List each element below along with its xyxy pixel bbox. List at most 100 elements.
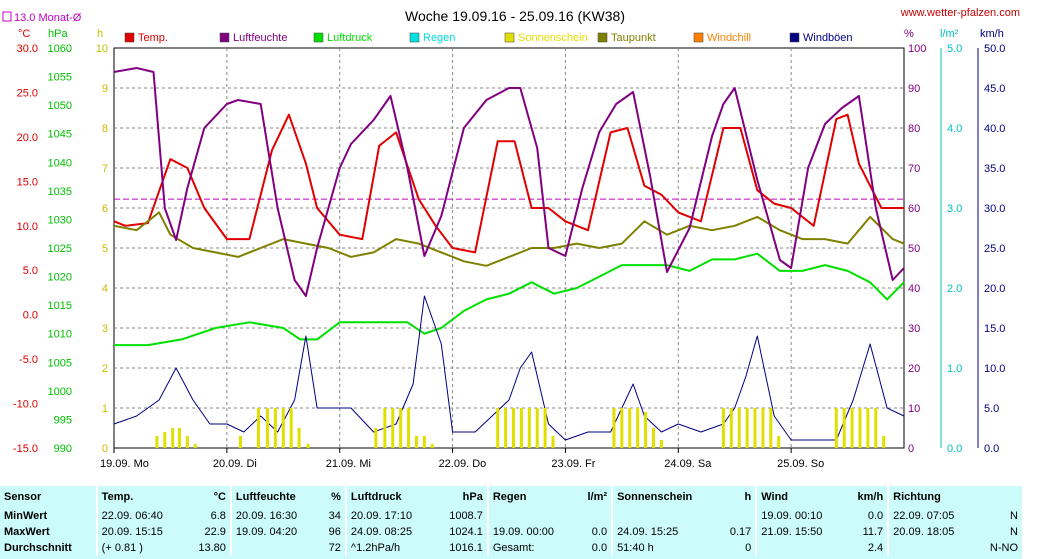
monthly-avg-icon	[2, 11, 12, 22]
stats-cell: Temp.	[95, 486, 185, 508]
stats-cell: 0.17	[729, 526, 752, 538]
x-tick-label: 23.09. Fr	[551, 458, 595, 470]
tick-label-sun_hours: 0	[102, 443, 108, 455]
legend-label: Luftdruck	[327, 32, 373, 44]
tick-label-pressure: 1020	[48, 272, 72, 284]
sunshine-bar	[659, 440, 663, 448]
tick-label-sun_hours: 3	[102, 323, 108, 335]
stats-cell: hPa	[462, 491, 483, 503]
tick-label-humidity: 30	[908, 323, 920, 335]
sunshine-bar	[737, 408, 741, 448]
legend-label: Regen	[423, 32, 455, 44]
weather-week-chart: Woche 19.09.16 - 25.09.16 (KW38) www.wet…	[2, 7, 1020, 470]
tick-label-pressure: 1000	[48, 386, 72, 398]
tick-label-pressure: 1040	[48, 157, 72, 169]
stats-cell: 19.09. 00:00	[486, 524, 577, 540]
tick-label-wind: 40.0	[984, 123, 1005, 135]
stats-cell: Luftdruck	[344, 486, 435, 508]
tick-label-humidity: 100	[908, 43, 926, 55]
sunshine-bar	[238, 436, 242, 448]
tick-label-temp: 15.0	[17, 176, 38, 188]
unit-hours: h	[97, 28, 103, 40]
plot-area	[113, 47, 905, 449]
stats-cell: Sonnenschein	[611, 486, 718, 508]
tick-label-humidity: 10	[908, 403, 920, 415]
sunshine-bar	[834, 408, 838, 448]
stats-cell	[611, 508, 718, 524]
sunshine-bar	[777, 436, 781, 448]
legend-label: Taupunkt	[611, 32, 656, 44]
stats-cell: MinWert	[4, 510, 48, 522]
sunshine-bar	[535, 408, 539, 448]
legend-swatch	[219, 32, 230, 43]
tick-label-temp: 25.0	[17, 87, 38, 99]
sunshine-bar	[256, 408, 260, 448]
stats-cell: 11.7	[862, 526, 884, 538]
sunshine-bar	[628, 408, 632, 448]
tick-label-sun_hours: 7	[102, 163, 108, 175]
legend-swatch	[124, 32, 135, 43]
legend-label: Temp.	[138, 32, 168, 44]
sunshine-bar	[551, 436, 555, 448]
x-tick-label: 24.09. Sa	[664, 458, 712, 470]
sunshine-bar	[761, 408, 765, 448]
tick-label-rain: 0.0	[947, 443, 962, 455]
legend-swatch	[313, 32, 324, 43]
stats-cell: 13.80	[198, 542, 226, 554]
tick-label-temp: -5.0	[19, 354, 38, 366]
tick-label-rain: 5.0	[947, 43, 962, 55]
sunshine-bar	[745, 408, 749, 448]
sunshine-bar	[407, 408, 411, 448]
stats-cell: 6.8	[210, 510, 226, 522]
tick-label-wind: 15.0	[984, 323, 1005, 335]
stats-cell: 22.09. 06:40	[95, 508, 185, 524]
x-tick-label: 25.09. So	[777, 458, 824, 470]
series-line-luftfeuchte	[113, 67, 905, 297]
x-tick-label: 22.09. Do	[439, 458, 487, 470]
tick-label-humidity: 20	[908, 363, 920, 375]
sunshine-bar	[612, 408, 616, 448]
tick-label-temp: 20.0	[17, 132, 38, 144]
legend-swatch	[409, 32, 420, 43]
stats-row: Durchschnitt (+ 0.81 ) 13.80 72 ^1.2hPa/h 101…	[0, 540, 1022, 556]
x-tick-label: 20.09. Di	[213, 458, 257, 470]
tick-label-pressure: 990	[54, 443, 72, 455]
stats-cell: Gesamt:	[486, 540, 577, 556]
stats-cell: 0	[745, 542, 752, 554]
stats-cell: N-NO	[989, 542, 1018, 554]
tick-label-pressure: 1045	[48, 129, 72, 141]
tick-label-pressure: 1005	[48, 357, 72, 369]
tick-label-humidity: 90	[908, 83, 920, 95]
stats-cell: 1016.1	[449, 542, 483, 554]
tick-label-pressure: 1050	[48, 100, 72, 112]
sunshine-bar	[504, 408, 508, 448]
stats-cell: 19.09. 04:20	[229, 524, 320, 540]
sunshine-bar	[163, 432, 167, 448]
tick-label-wind: 0.0	[984, 443, 999, 455]
sunshine-bar	[874, 408, 878, 448]
sunshine-bar	[297, 428, 301, 448]
stats-cell: N	[1010, 510, 1018, 522]
stats-cell: 21.09. 15:50	[755, 524, 845, 540]
sunshine-bar	[171, 428, 175, 448]
tick-label-wind: 20.0	[984, 283, 1005, 295]
stats-cell: 34	[328, 510, 341, 522]
stats-cell	[229, 540, 320, 556]
stats-cell	[486, 508, 577, 524]
sunshine-bar	[399, 408, 403, 448]
tick-label-sun_hours: 9	[102, 83, 108, 95]
sunshine-bar	[265, 408, 269, 448]
legend-swatch	[504, 32, 515, 43]
tick-label-wind: 10.0	[984, 363, 1005, 375]
legend-label: Sonnenschein	[518, 32, 588, 44]
tick-label-pressure: 1025	[48, 243, 72, 255]
sunshine-bar	[850, 408, 854, 448]
sunshine-bar	[882, 436, 886, 448]
sunshine-bar	[177, 428, 181, 448]
tick-label-pressure: 1035	[48, 186, 72, 198]
tick-label-humidity: 60	[908, 203, 920, 215]
tick-label-sun_hours: 10	[96, 43, 108, 55]
tick-label-sun_hours: 4	[102, 283, 108, 295]
stats-cell: Regen	[486, 486, 577, 508]
sunshine-bar	[374, 428, 378, 448]
